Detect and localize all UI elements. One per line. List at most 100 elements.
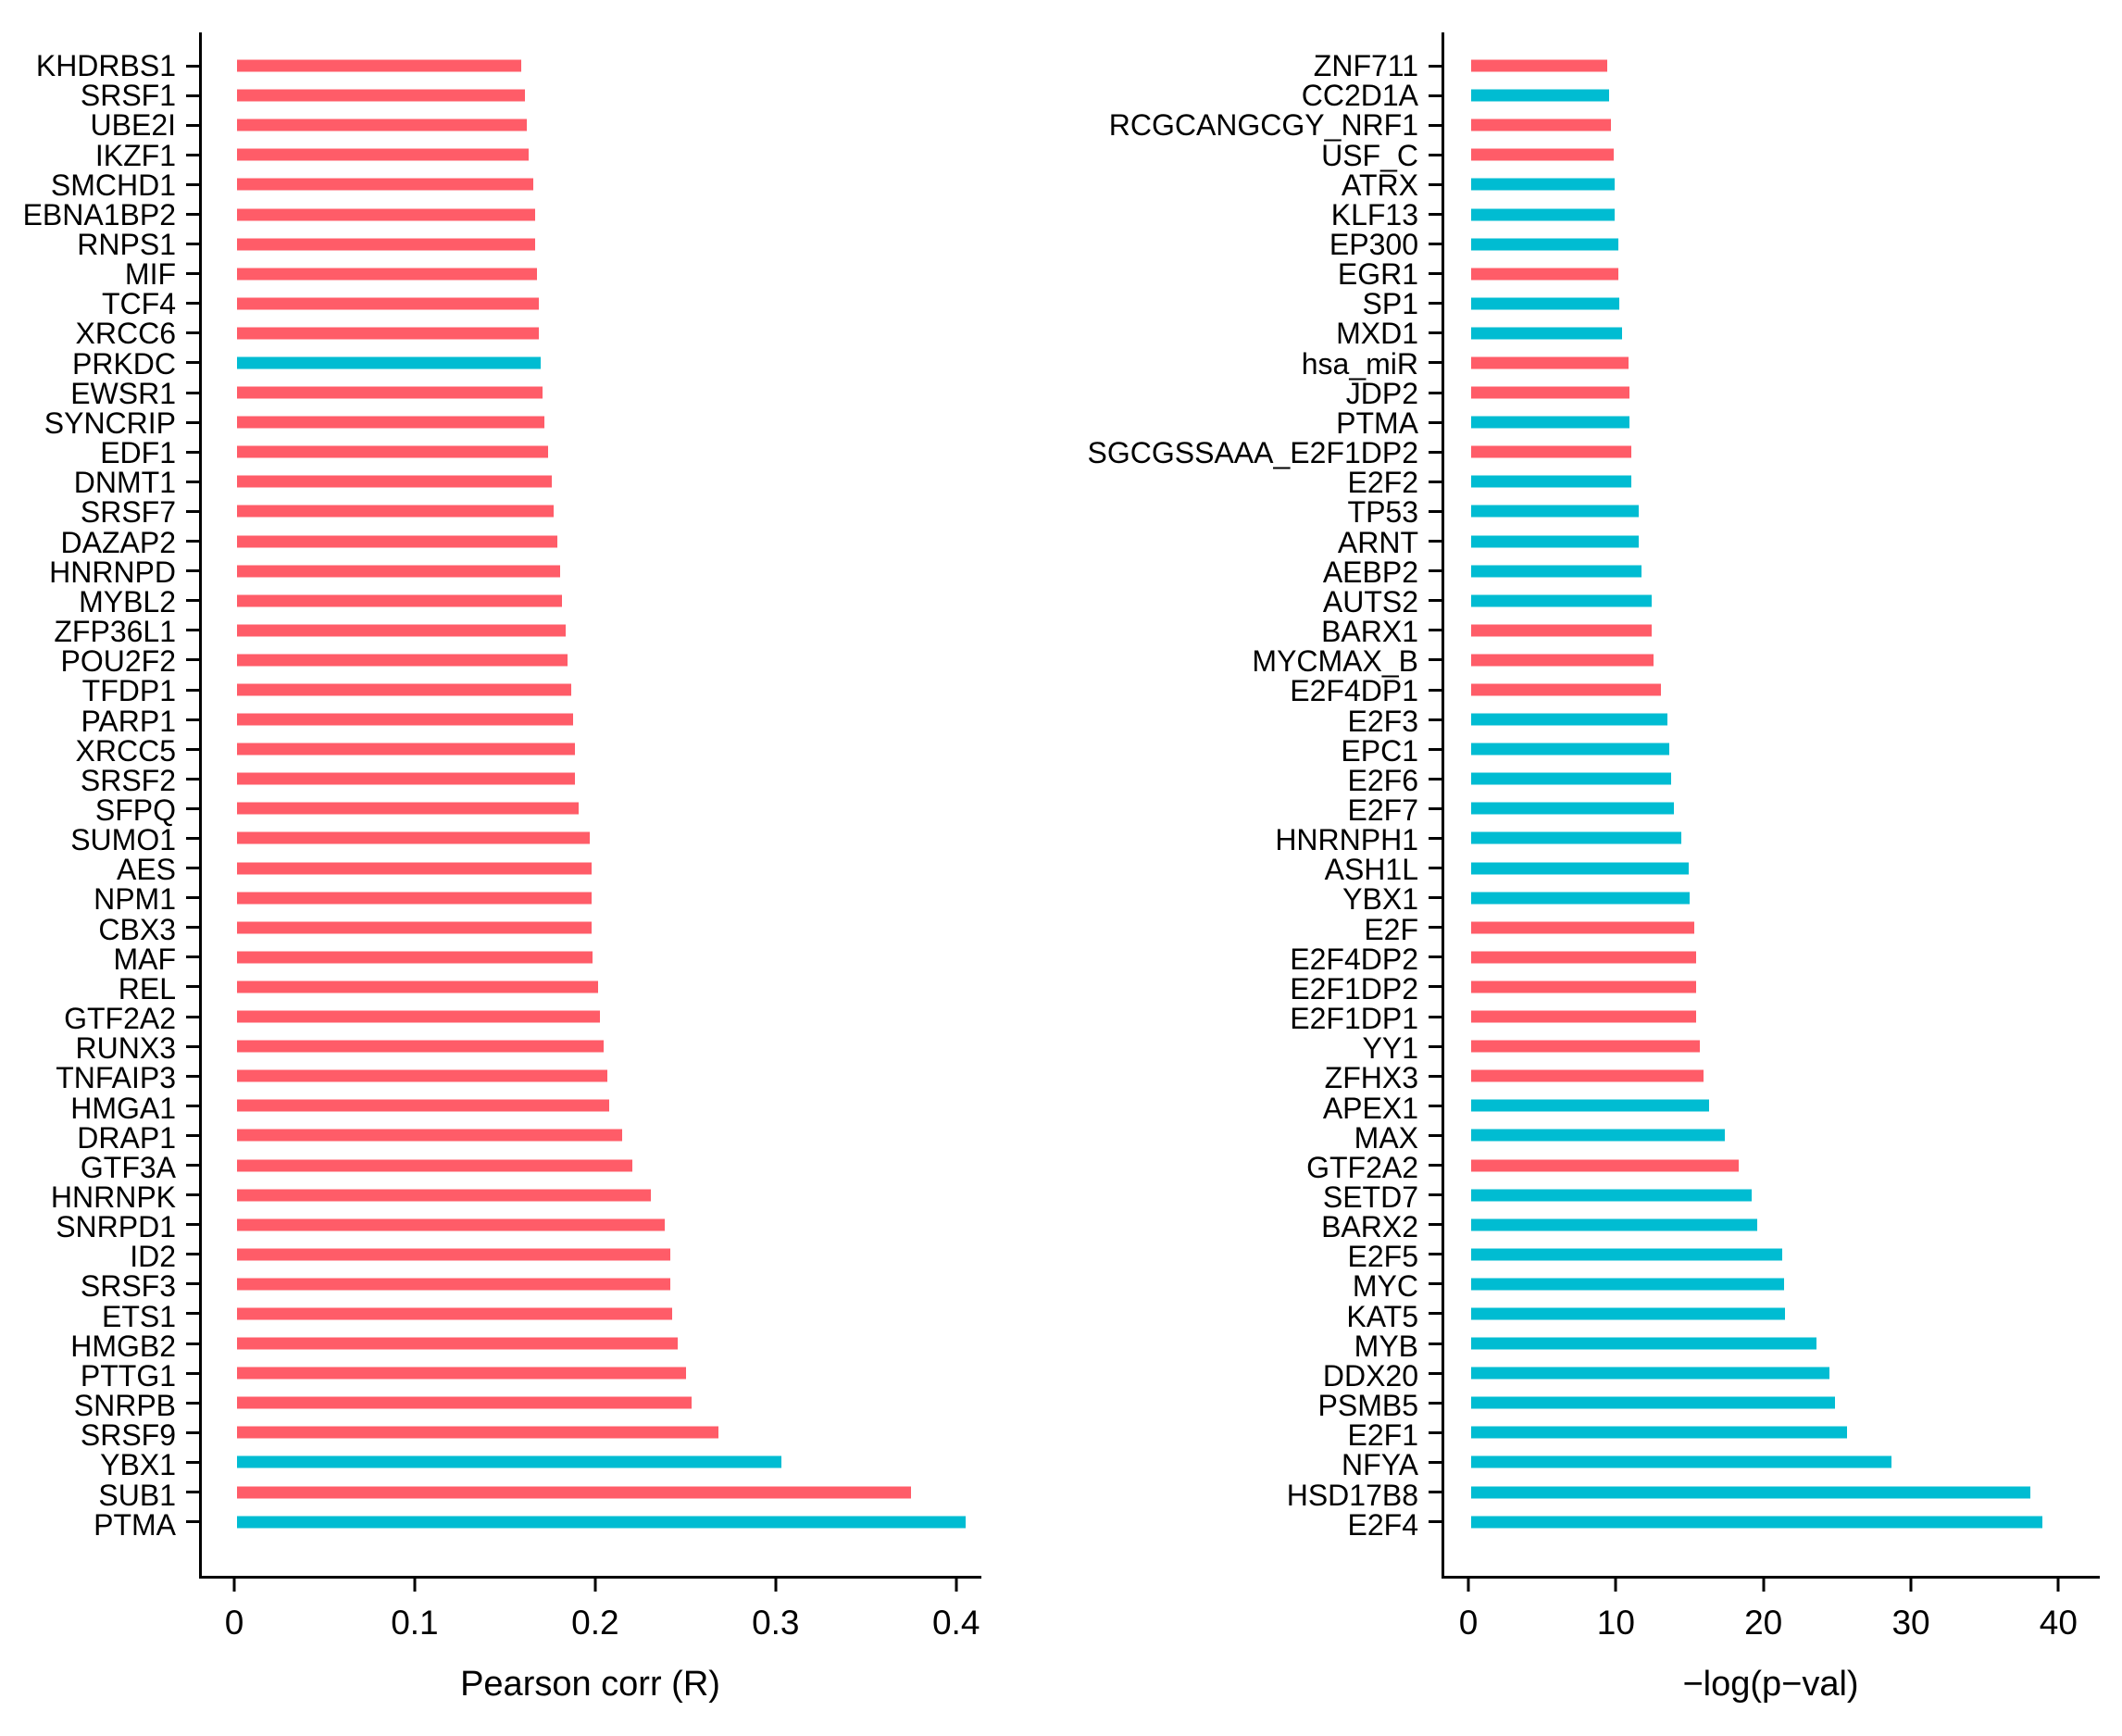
bar <box>1470 1129 1726 1142</box>
bar-row <box>1429 1507 2100 1537</box>
x-tick-label: 10 <box>1596 1604 1635 1642</box>
bar <box>236 1189 651 1202</box>
bar-row <box>1429 1031 2100 1061</box>
bar-row <box>1429 1358 2100 1388</box>
category-label: SMCHD1 <box>50 168 176 202</box>
category-label: MYBL2 <box>79 584 176 618</box>
bar-row <box>1429 913 2100 943</box>
category-label: SRSF1 <box>80 79 176 113</box>
bar-row <box>1429 705 2100 734</box>
bar <box>236 980 599 993</box>
category-label: HNRNPK <box>50 1180 176 1215</box>
bar-row <box>186 1061 981 1091</box>
bar-row <box>1429 496 2100 526</box>
category-label: ID2 <box>130 1240 176 1274</box>
bar <box>1470 297 1620 310</box>
bar-row <box>1429 1091 2100 1120</box>
category-label: YBX1 <box>1342 882 1418 917</box>
bar <box>1470 59 1608 72</box>
category-label: PTTG1 <box>80 1358 176 1393</box>
bar-row <box>186 378 981 407</box>
bar <box>236 1337 678 1350</box>
category-label: RUNX3 <box>75 1031 176 1066</box>
bar <box>1470 831 1681 844</box>
category-label: IKZF1 <box>94 138 176 172</box>
category-label: SNRPD1 <box>56 1210 176 1244</box>
bar <box>236 772 576 785</box>
x-tick-label: 0 <box>1458 1604 1479 1642</box>
category-label: MYC <box>1352 1269 1418 1304</box>
category-label: SRSF3 <box>80 1269 176 1304</box>
category-label: SNRPB <box>73 1389 176 1423</box>
bar-row <box>1429 1418 2100 1447</box>
category-label: AES <box>116 853 176 887</box>
category-label: PSMB5 <box>1317 1389 1418 1423</box>
category-label: UBE2I <box>90 108 176 143</box>
bar-row <box>1429 318 2100 348</box>
bar-row <box>186 1299 981 1329</box>
bar-row <box>1429 1388 2100 1418</box>
bar <box>1470 1516 2043 1529</box>
category-label: ASH1L <box>1324 853 1418 887</box>
bar <box>236 831 590 844</box>
bar-row <box>1429 1002 2100 1031</box>
bar-row <box>186 230 981 259</box>
category-label: YY1 <box>1362 1031 1418 1066</box>
category-label: APEX1 <box>1322 1091 1418 1125</box>
bar-row <box>186 586 981 616</box>
category-label: GTF3A <box>80 1150 176 1184</box>
category-label: ZFP36L1 <box>54 615 176 649</box>
x-tick-label: 0.2 <box>571 1604 619 1642</box>
bar <box>1470 565 1641 578</box>
bar-row <box>1429 51 2100 81</box>
pearson-chart-panel: KHDRBS1 SRSF1 UBE2I IKZF1 SMCHD1 EBNA1BP2 RNPS… <box>0 32 981 1702</box>
category-label: SUB1 <box>98 1478 176 1512</box>
category-label: EPC1 <box>1341 733 1418 768</box>
bar-row <box>1429 199 2100 229</box>
bar-row <box>186 1388 981 1418</box>
category-label: NFYA <box>1342 1448 1418 1482</box>
bar-row <box>1429 972 2100 1002</box>
bar <box>236 1396 693 1409</box>
category-label: EP300 <box>1329 228 1418 262</box>
category-label: BARX2 <box>1321 1210 1418 1244</box>
bar-row <box>186 140 981 169</box>
bar-row <box>186 467 981 496</box>
category-label: E2F6 <box>1347 763 1418 797</box>
category-label: E2F4DP1 <box>1290 674 1418 708</box>
x-axis-tick <box>593 1576 597 1592</box>
bar <box>1470 862 1689 875</box>
category-label: YBX1 <box>100 1448 176 1482</box>
bar <box>236 1159 633 1172</box>
bar-row <box>186 81 981 110</box>
bar-row <box>1429 1269 2100 1299</box>
category-label: POU2F2 <box>60 644 176 679</box>
category-label: USF_C <box>1321 138 1418 172</box>
category-label: EWSR1 <box>70 376 176 410</box>
category-label: RCGCANGCGY_NRF1 <box>1108 108 1418 143</box>
category-label: KAT5 <box>1346 1299 1418 1333</box>
bar-rows <box>186 51 981 1537</box>
bar <box>1470 743 1670 756</box>
category-label: HMGB2 <box>70 1329 176 1363</box>
bar <box>236 89 525 102</box>
y-axis-labels: KHDRBS1 SRSF1 UBE2I IKZF1 SMCHD1 EBNA1BP2 RNPS… <box>0 51 176 1540</box>
bar <box>1470 356 1629 369</box>
bar <box>236 1099 609 1112</box>
category-label: NPM1 <box>94 882 176 917</box>
y-axis-labels: ZNF711 CC2D1A RCGCANGCGY_NRF1 USF_C ATRX KLF1… <box>1061 51 1418 1540</box>
bar <box>1470 654 1654 667</box>
bar <box>1470 327 1623 340</box>
category-label: MIF <box>124 257 176 292</box>
category-label: HNRNPD <box>49 555 176 589</box>
bar <box>236 208 536 221</box>
bar-row <box>1429 437 2100 467</box>
pearson-plot-area <box>186 32 981 1579</box>
logp-plot-area <box>1429 32 2100 1579</box>
bar-row <box>186 1091 981 1120</box>
bar <box>236 386 543 399</box>
bar-row <box>186 854 981 883</box>
category-label: XRCC5 <box>75 733 176 768</box>
category-label: DDX20 <box>1322 1358 1418 1393</box>
category-label: EDF1 <box>100 436 176 470</box>
